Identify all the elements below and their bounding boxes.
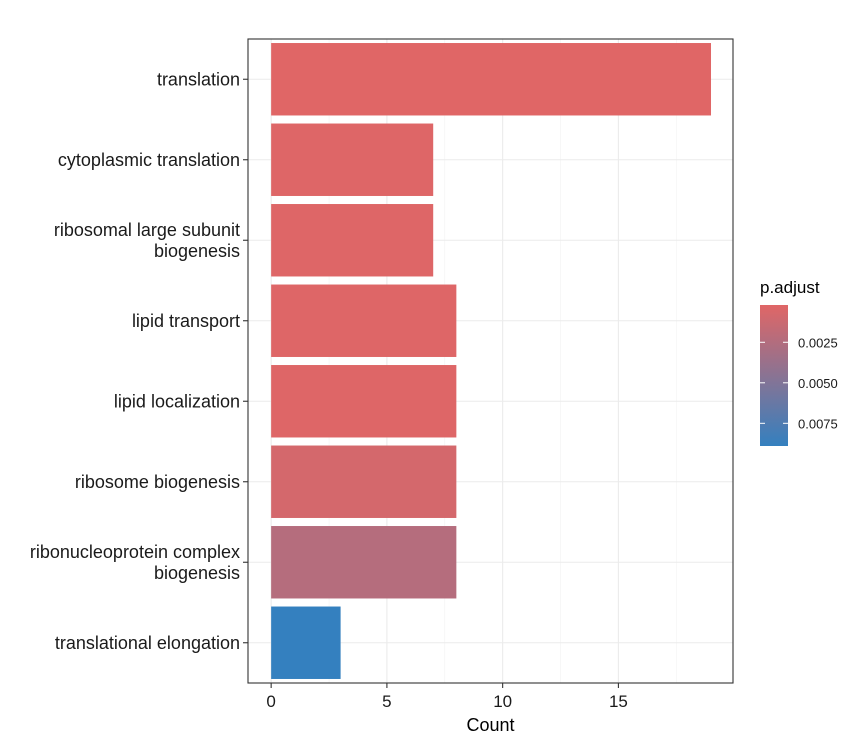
y-tick-label: ribosomal large subunit	[54, 220, 240, 240]
y-tick-label: translational elongation	[55, 633, 240, 653]
x-tick-label: 5	[382, 692, 391, 711]
y-tick-label: cytoplasmic translation	[58, 150, 240, 170]
y-tick-label: biogenesis	[154, 241, 240, 261]
y-tick-label: biogenesis	[154, 563, 240, 583]
y-tick-label: ribonucleoprotein complex	[30, 542, 240, 562]
legend-colorbar	[760, 305, 788, 446]
y-tick-label: ribosome biogenesis	[75, 472, 240, 492]
y-tick-label: translation	[157, 69, 240, 89]
y-tick-label: lipid localization	[114, 391, 240, 411]
x-axis-title: Count	[466, 715, 514, 735]
bar	[271, 43, 712, 116]
bar	[271, 284, 457, 357]
bar	[271, 606, 341, 679]
bar	[271, 204, 434, 277]
legend-tick-label: 0.0075	[798, 416, 838, 431]
bar	[271, 123, 434, 196]
panel-border	[247, 38, 734, 684]
x-tick-label: 10	[493, 692, 512, 711]
legend: p.adjust 0.0025 0.0050 0.0075	[760, 278, 838, 446]
bar	[271, 526, 457, 599]
x-tick-label: 0	[266, 692, 275, 711]
y-tick-label: lipid transport	[132, 311, 240, 331]
legend-tick-label: 0.0025	[798, 335, 838, 350]
legend-title: p.adjust	[760, 278, 820, 297]
bar	[271, 365, 457, 438]
bar	[271, 445, 457, 518]
legend-tick-label: 0.0050	[798, 376, 838, 391]
x-tick-label: 15	[609, 692, 628, 711]
